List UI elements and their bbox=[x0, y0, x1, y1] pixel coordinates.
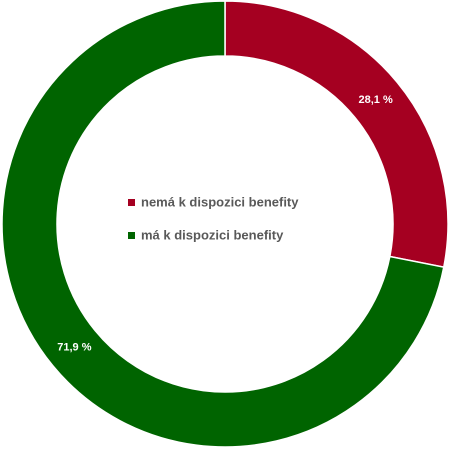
legend-marker bbox=[128, 199, 135, 206]
value-label: 71,9 % bbox=[57, 342, 91, 354]
legend-marker bbox=[128, 232, 135, 239]
value-label: 28,1 % bbox=[359, 94, 393, 106]
legend-label: nemá k dispozici benefity bbox=[141, 194, 299, 209]
legend-label: má k dispozici benefity bbox=[141, 227, 284, 242]
